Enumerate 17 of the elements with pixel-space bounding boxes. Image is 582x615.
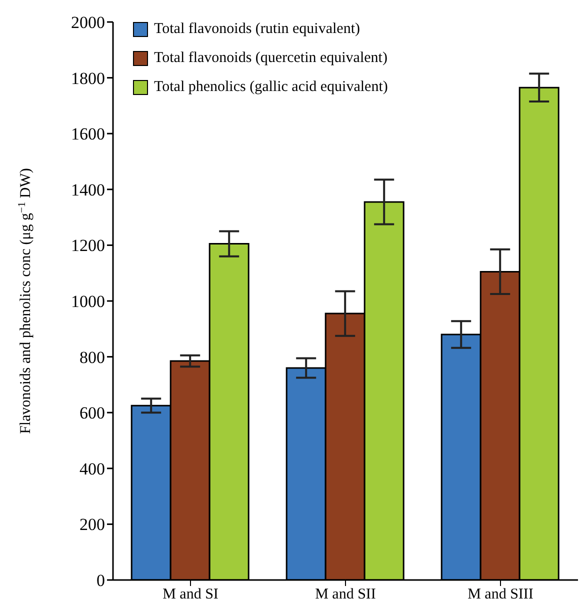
y-tick-label: 1000 <box>71 292 105 312</box>
legend-label: Total flavonoids (quercetin equivalent) <box>154 49 388 68</box>
y-tick-label: 400 <box>80 459 105 478</box>
y-tick-label: 1600 <box>71 124 105 144</box>
legend-label: Total phenolics (gallic acid equivalent) <box>154 78 388 97</box>
x-tick-label: M and SI <box>162 586 218 603</box>
y-tick-label: 0 <box>96 571 105 590</box>
y-tick-label: 600 <box>80 404 105 423</box>
x-tick-label: M and SII <box>315 586 376 603</box>
legend-label: Total flavonoids (rutin equivalent) <box>154 20 360 39</box>
y-tick-label: 1200 <box>71 236 105 256</box>
y-tick-label: 800 <box>80 348 105 367</box>
y-tick-label: 200 <box>80 515 105 534</box>
x-tick-label: M and SIII <box>468 586 534 603</box>
y-tick-label: 1400 <box>71 180 105 200</box>
y-tick-label: 1800 <box>71 68 105 88</box>
y-tick-label: 2000 <box>71 13 105 32</box>
